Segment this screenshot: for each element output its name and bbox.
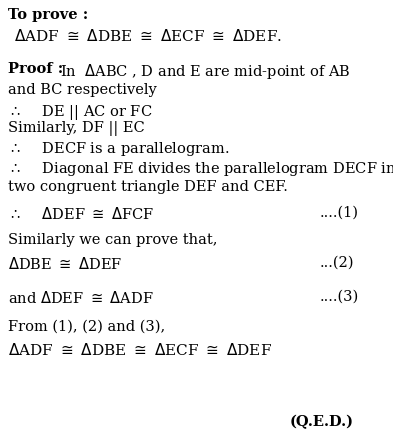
Text: $\therefore$    DECF is a parallelogram.: $\therefore$ DECF is a parallelogram. bbox=[8, 140, 230, 158]
Text: $\therefore$    DE || AC or FC: $\therefore$ DE || AC or FC bbox=[8, 103, 152, 122]
Text: (Q.E.D.): (Q.E.D.) bbox=[290, 414, 354, 428]
Text: $\Delta$ADF $\cong$ $\Delta$DBE $\cong$ $\Delta$ECF $\cong$ $\Delta$DEF: $\Delta$ADF $\cong$ $\Delta$DBE $\cong$ … bbox=[8, 341, 272, 357]
Text: and BC respectively: and BC respectively bbox=[8, 83, 157, 97]
Text: Proof :: Proof : bbox=[8, 62, 68, 76]
Text: ...(2): ...(2) bbox=[320, 255, 354, 269]
Text: In  $\Delta$ABC , D and E are mid-point of AB: In $\Delta$ABC , D and E are mid-point o… bbox=[60, 62, 351, 81]
Text: From (1), (2) and (3),: From (1), (2) and (3), bbox=[8, 319, 165, 333]
Text: $\therefore$    Diagonal FE divides the parallelogram DECF in: $\therefore$ Diagonal FE divides the par… bbox=[8, 159, 393, 177]
Text: $\therefore$    $\Delta$DEF $\cong$ $\Delta$FCF: $\therefore$ $\Delta$DEF $\cong$ $\Delta… bbox=[8, 205, 154, 222]
Text: $\Delta$DBE $\cong$ $\Delta$DEF: $\Delta$DBE $\cong$ $\Delta$DEF bbox=[8, 255, 122, 272]
Text: Similarly we can prove that,: Similarly we can prove that, bbox=[8, 233, 217, 247]
Text: ....(1): ....(1) bbox=[320, 205, 359, 219]
Text: To prove :: To prove : bbox=[8, 8, 88, 22]
Text: Similarly, DF || EC: Similarly, DF || EC bbox=[8, 121, 145, 136]
Text: $\Delta$ADF $\cong$ $\Delta$DBE $\cong$ $\Delta$ECF $\cong$ $\Delta$DEF.: $\Delta$ADF $\cong$ $\Delta$DBE $\cong$ … bbox=[14, 28, 282, 44]
Text: two congruent triangle DEF and CEF.: two congruent triangle DEF and CEF. bbox=[8, 180, 288, 194]
Text: and $\Delta$DEF $\cong$ $\Delta$ADF: and $\Delta$DEF $\cong$ $\Delta$ADF bbox=[8, 290, 154, 305]
Text: ....(3): ....(3) bbox=[320, 290, 359, 303]
